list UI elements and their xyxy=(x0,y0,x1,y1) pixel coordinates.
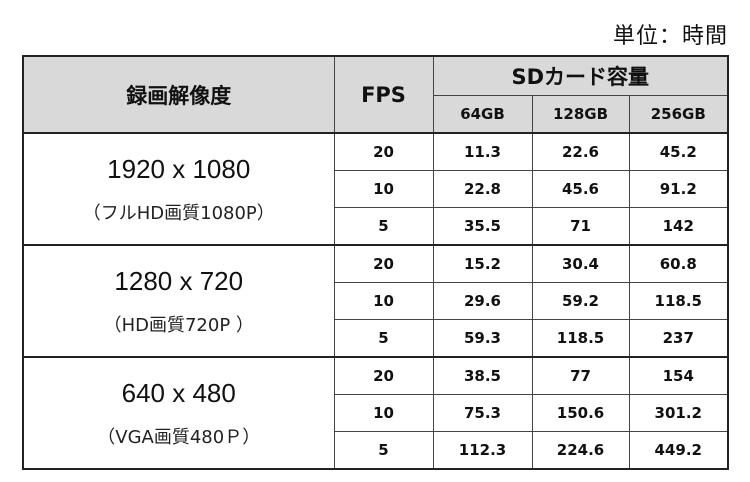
hours-cell: 154 xyxy=(628,356,729,395)
table-row: 10 75.3 150.6 301.2 xyxy=(23,394,729,432)
header-size-128gb: 128GB xyxy=(531,95,630,134)
table-row: 5 35.5 71 142 xyxy=(23,207,729,246)
hours-cell: 45.2 xyxy=(628,132,729,171)
hours-cell: 142 xyxy=(628,207,729,246)
hours-cell: 30.4 xyxy=(531,244,630,283)
hours-cell: 91.2 xyxy=(628,170,729,208)
hours-cell: 224.6 xyxy=(531,431,630,470)
header-fps: FPS xyxy=(333,55,434,134)
quality-label: （VGA画質480Ｐ） xyxy=(97,426,261,448)
resolution-value: 640 x 480 xyxy=(121,377,236,408)
hours-cell: 71 xyxy=(531,207,630,246)
hours-cell: 449.2 xyxy=(628,431,729,470)
header-size-64gb: 64GB xyxy=(432,95,533,134)
hours-cell: 45.6 xyxy=(531,170,630,208)
hours-cell: 301.2 xyxy=(628,394,729,432)
hours-cell: 118.5 xyxy=(628,282,729,320)
fps-cell: 5 xyxy=(333,207,434,246)
hours-cell: 11.3 xyxy=(432,132,533,171)
hours-cell: 15.2 xyxy=(432,244,533,283)
hours-cell: 59.2 xyxy=(531,282,630,320)
header-size-256gb: 256GB xyxy=(628,95,729,134)
quality-label: （フルHD画質1080P） xyxy=(82,202,275,224)
hours-cell: 59.3 xyxy=(432,319,533,358)
header-capacity: SDカード容量 xyxy=(432,55,729,96)
table-row: 1280 x 720 （HD画質720P ） 20 15.2 30.4 60.8 xyxy=(22,244,729,358)
unit-label: 単位：時間 xyxy=(612,24,728,49)
fps-cell: 5 xyxy=(333,319,434,358)
hours-cell: 35.5 xyxy=(432,207,533,246)
hours-cell: 112.3 xyxy=(432,431,533,470)
quality-label: （HD画質720P ） xyxy=(103,314,254,336)
resolution-cell: 640 x 480 （VGA画質480Ｐ） xyxy=(22,356,335,470)
fps-cell: 10 xyxy=(333,170,434,208)
header-resolution: 録画解像度 xyxy=(22,55,335,134)
recording-time-table: 録画解像度 FPS SDカード容量 64GB 128GB 256GB 1920 … xyxy=(22,55,730,470)
fps-cell: 10 xyxy=(333,282,434,320)
hours-cell: 75.3 xyxy=(432,394,533,432)
resolution-value: 1280 x 720 xyxy=(114,265,244,296)
table-row: 10 29.6 59.2 118.5 xyxy=(23,282,729,320)
hours-cell: 60.8 xyxy=(628,244,729,283)
hours-cell: 22.6 xyxy=(531,132,630,171)
hours-cell: 29.6 xyxy=(432,282,533,320)
hours-cell: 237 xyxy=(628,319,729,358)
fps-cell: 20 xyxy=(333,244,434,283)
table-row: 5 59.3 118.5 237 xyxy=(23,319,729,358)
table-row: 1920 x 1080 （フルHD画質1080P） 20 11.3 22.6 4… xyxy=(22,132,729,246)
hours-cell: 22.8 xyxy=(432,170,533,208)
resolution-cell: 1920 x 1080 （フルHD画質1080P） xyxy=(22,132,335,246)
hours-cell: 118.5 xyxy=(531,319,630,358)
fps-cell: 20 xyxy=(333,132,434,171)
resolution-value: 1920 x 1080 xyxy=(107,153,251,184)
table-row: 640 x 480 （VGA画質480Ｐ） 20 38.5 77 154 xyxy=(22,356,729,470)
fps-cell: 5 xyxy=(333,431,434,470)
hours-cell: 38.5 xyxy=(432,356,533,395)
hours-cell: 150.6 xyxy=(531,394,630,432)
table-row: 5 112.3 224.6 449.2 xyxy=(23,431,729,470)
hours-cell: 77 xyxy=(531,356,630,395)
table-row: 10 22.8 45.6 91.2 xyxy=(23,170,729,208)
resolution-cell: 1280 x 720 （HD画質720P ） xyxy=(22,244,335,358)
fps-cell: 10 xyxy=(333,394,434,432)
fps-cell: 20 xyxy=(333,356,434,395)
